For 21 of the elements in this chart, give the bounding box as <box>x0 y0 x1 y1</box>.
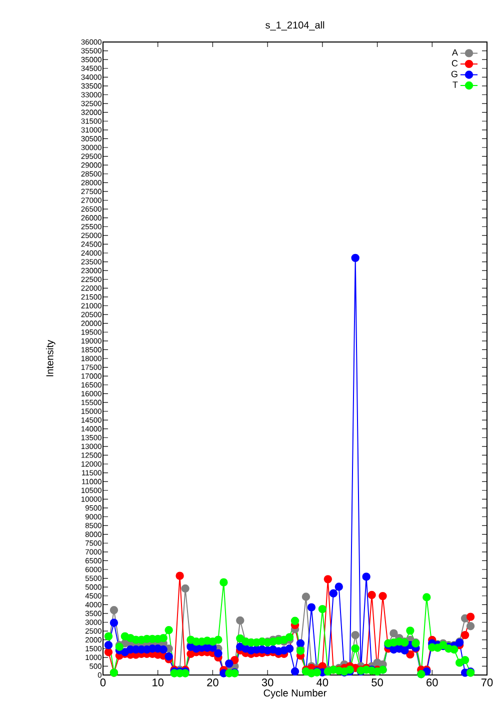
point <box>110 606 118 614</box>
point <box>466 622 475 630</box>
x-tick-label: 70 <box>481 678 493 686</box>
x-tick-label: 30 <box>262 678 274 686</box>
x-tick-label: 10 <box>152 678 164 686</box>
legend-label: A <box>452 49 458 56</box>
legend-label: T <box>452 82 458 88</box>
y-axis-title: Intensity <box>46 340 56 376</box>
point <box>302 592 310 601</box>
x-tick-label: 20 <box>207 678 218 686</box>
x-tick-label: 40 <box>316 678 328 686</box>
x-tick-label: 60 <box>426 678 438 686</box>
x-tick-label: 50 <box>372 678 383 686</box>
point <box>390 629 398 638</box>
legend-label: G <box>451 70 458 78</box>
point <box>181 584 190 593</box>
legend-label: C <box>452 60 458 66</box>
chart-title: s_1_2104_all <box>266 21 324 30</box>
x-axis-title: Cycle Number <box>264 689 326 698</box>
point <box>351 630 360 640</box>
point <box>236 616 244 625</box>
